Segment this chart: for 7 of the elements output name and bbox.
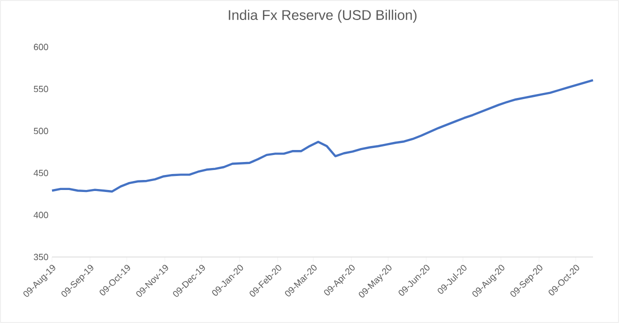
chart-title: India Fx Reserve (USD Billion) [228, 10, 417, 23]
y-tick-label: 450 [34, 170, 48, 176]
y-tick-label: 600 [34, 44, 48, 50]
y-tick-label: 400 [34, 212, 48, 218]
y-tick-label: 550 [34, 86, 48, 92]
y-tick-label: 350 [34, 254, 48, 260]
y-tick-label: 500 [34, 128, 48, 134]
